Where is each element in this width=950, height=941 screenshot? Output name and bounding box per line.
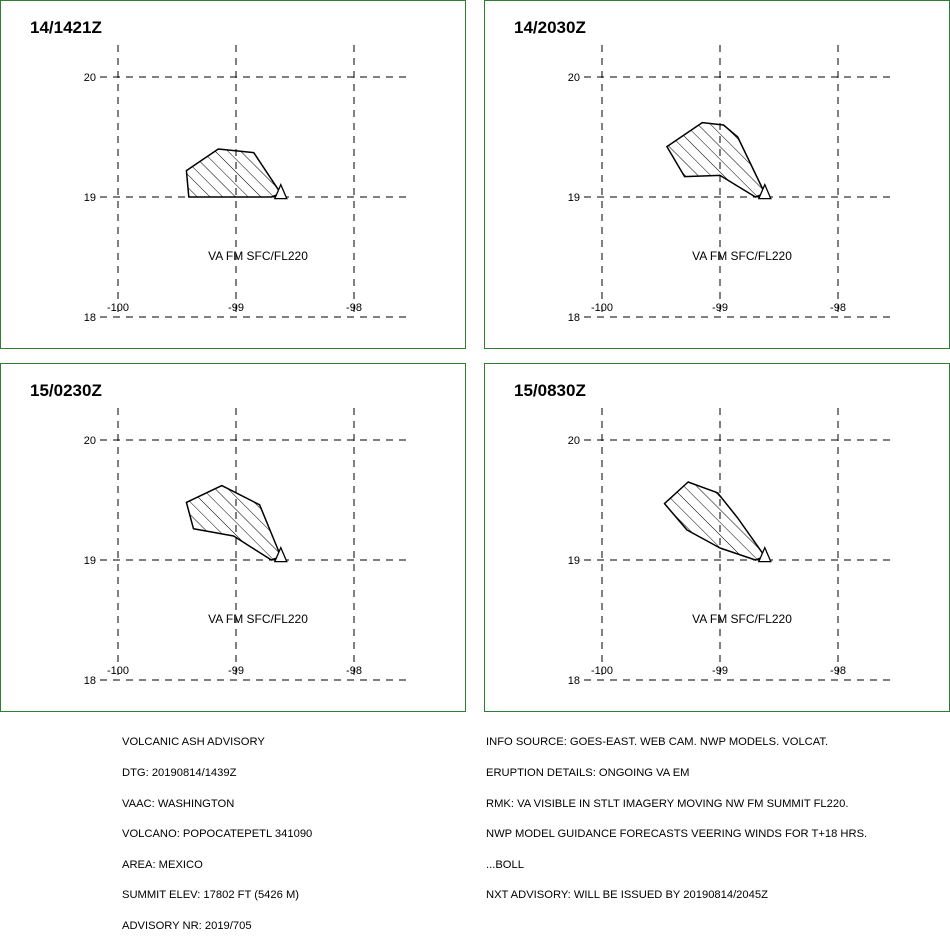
lon-tick-label: -100 (591, 665, 613, 677)
advisory-dtg: DTG: 20190814/1439Z (122, 767, 237, 779)
lon-tick-label: -99 (228, 302, 244, 314)
advisory-info-source: INFO SOURCE: GOES-EAST. WEB CAM. NWP MOD… (486, 736, 829, 749)
lat-tick-label: 18 (84, 312, 96, 324)
map-canvas: 20 19 18 -100 -99 -98 VA FM SFC/FL220 (0, 0, 466, 349)
lat-tick-label: 18 (568, 675, 580, 687)
volcano-marker-icon (273, 182, 288, 200)
lat-tick-label: 20 (568, 435, 580, 447)
lat-tick-label: 18 (568, 312, 580, 324)
panel-time-label: 14/2030Z (514, 18, 586, 37)
lat-tick-label: 19 (568, 555, 580, 567)
ash-cloud-polygon (185, 484, 282, 561)
advisory-area: AREA: MEXICO (122, 858, 203, 871)
map-canvas: 20 19 18 -100 -99 -98 VA FM SFC/FL220 (0, 363, 466, 712)
lat-tick-label: 19 (568, 192, 580, 204)
lat-tick-label: 19 (84, 192, 96, 204)
advisory-volcano: VOLCANO: POPOCATEPETL 341090 (122, 828, 313, 841)
lon-tick-label: -98 (346, 665, 362, 677)
panel-frame (0, 0, 466, 349)
advisory-info-left: VOLCANIC ASH ADVISORY DTG: 20190814/1439… (122, 717, 312, 941)
advisory-eruption-details: ERUPTION DETAILS: ONGOING VA EM (486, 767, 690, 779)
panel-time-label: 15/0230Z (30, 381, 102, 400)
lon-tick-label: -99 (712, 665, 728, 677)
ash-cloud-polygon (663, 481, 766, 561)
ash-layer-label: VA FM SFC/FL220 (692, 249, 792, 263)
map-canvas: 20 19 18 -100 -99 -98 VA FM SFC/FL220 (484, 363, 950, 712)
ash-cloud-polygon (666, 121, 766, 198)
ash-layer-label: VA FM SFC/FL220 (208, 612, 308, 626)
advisory-number: ADVISORY NR: 2019/705 (122, 919, 252, 932)
forecast-panel-4: 20 19 18 -100 -99 -98 VA FM SFC/FL220 15/0830Z (484, 363, 950, 712)
advisory-summit-elev: SUMMIT ELEV: 17802 FT (5426 M) (122, 889, 299, 902)
ash-cloud-polygon (185, 148, 282, 198)
forecast-panel-2: 20 19 18 -100 -99 -98 VA FM SFC/FL220 14/2030Z (484, 0, 950, 349)
lon-tick-label: -100 (591, 302, 613, 314)
lat-tick-label: 18 (84, 675, 96, 687)
lon-tick-label: -99 (228, 665, 244, 677)
advisory-forecaster: ...BOLL (486, 858, 524, 871)
lon-tick-label: -100 (107, 665, 129, 677)
advisory-title: VOLCANIC ASH ADVISORY (122, 736, 265, 749)
panel-time-label: 15/0830Z (514, 381, 586, 400)
volcano-marker-icon (757, 182, 772, 200)
lon-tick-label: -98 (346, 302, 362, 314)
lon-tick-label: -99 (712, 302, 728, 314)
lon-tick-label: -100 (107, 302, 129, 314)
advisory-remark: RMK: VA VISIBLE IN STLT IMAGERY MOVING N… (486, 797, 849, 810)
forecast-panel-1: 20 19 18 -100 -99 -98 VA FM SFC/FL220 14/1421Z (0, 0, 466, 349)
lat-tick-label: 19 (84, 555, 96, 567)
ash-layer-label: VA FM SFC/FL220 (692, 612, 792, 626)
advisory-info-right: INFO SOURCE: GOES-EAST. WEB CAM. NWP MOD… (486, 717, 867, 911)
lat-tick-label: 20 (84, 72, 96, 84)
lon-tick-label: -98 (830, 665, 846, 677)
lat-tick-label: 20 (84, 435, 96, 447)
panel-frame (0, 363, 466, 712)
advisory-remark-cont: NWP MODEL GUIDANCE FORECASTS VEERING WIN… (486, 828, 868, 841)
advisory-next: NXT ADVISORY: WILL BE ISSUED BY 20190814… (486, 889, 768, 902)
lon-tick-label: -98 (830, 302, 846, 314)
panel-time-label: 14/1421Z (30, 18, 102, 37)
map-canvas: 20 19 18 -100 -99 -98 VA FM SFC/FL220 (484, 0, 950, 349)
volcano-marker-icon (757, 545, 772, 563)
ash-layer-label: VA FM SFC/FL220 (208, 249, 308, 263)
lat-tick-label: 20 (568, 72, 580, 84)
volcano-marker-icon (273, 545, 288, 563)
advisory-vaac: VAAC: WASHINGTON (122, 797, 235, 810)
forecast-panel-3: 20 19 18 -100 -99 -98 VA FM SFC/FL220 15/0230Z (0, 363, 466, 712)
